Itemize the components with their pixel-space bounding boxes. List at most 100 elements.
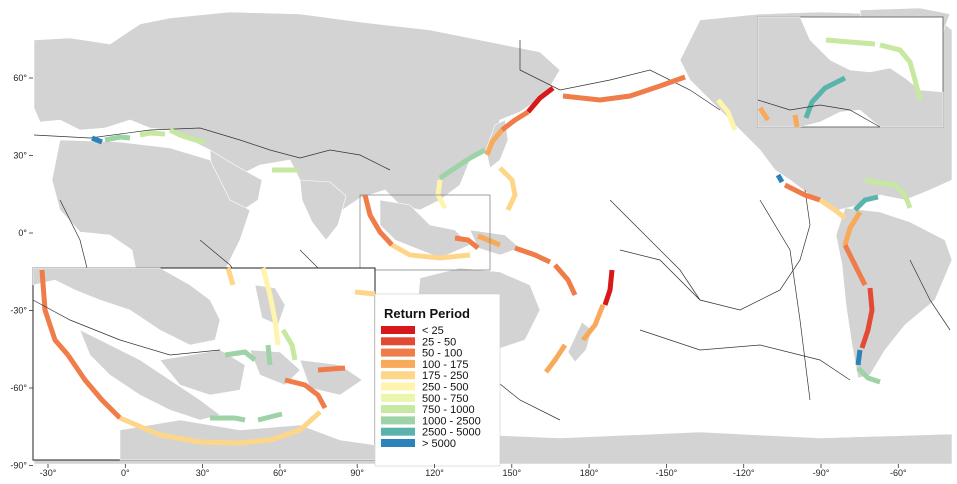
y-tick-label: -30° [10, 306, 27, 316]
legend-swatch [381, 405, 415, 414]
legend-swatch [381, 337, 415, 346]
segment-cascadia [716, 98, 738, 131]
segment-inset [879, 42, 923, 101]
segment-sumatra [362, 194, 394, 247]
y-tick-label: -90° [10, 461, 27, 471]
x-tick-label: 150° [502, 468, 521, 478]
segment-banda [454, 235, 480, 250]
segment-solomon [514, 245, 552, 265]
segment-colombia [842, 210, 863, 246]
x-tick-label: -90° [813, 468, 830, 478]
legend-swatch [381, 371, 415, 380]
segment-mediterranean [168, 127, 206, 145]
legend-label: 50 - 100 [422, 348, 462, 360]
segment-peru [842, 243, 868, 287]
segment-mediterranean [91, 135, 103, 145]
inset-land [299, 359, 363, 396]
x-tick-label: 90° [350, 468, 364, 478]
legend-label: 2500 - 5000 [422, 427, 481, 439]
legend-label: 750 - 1000 [422, 404, 475, 416]
segment-kamchatka [526, 86, 555, 114]
segment-inset [825, 37, 876, 47]
india-landmass [299, 179, 347, 241]
x-tick-label: -150° [656, 468, 678, 478]
legend-label: 100 - 175 [422, 359, 468, 371]
inset-segments [39, 267, 376, 446]
x-tick-label: 60° [273, 468, 287, 478]
plate-boundary-line [759, 199, 811, 401]
x-tick-label: -120° [733, 468, 755, 478]
segment-inset-banda [210, 415, 246, 423]
legend-swatch [381, 382, 415, 391]
x-tick-label: 120° [425, 468, 444, 478]
segment-caribbean-south [853, 194, 879, 212]
segment-ryukyu [438, 147, 487, 181]
y-tick-label: 0° [18, 228, 27, 238]
segment-japan [484, 128, 504, 156]
segment-chile-south [855, 349, 863, 366]
x-tick-label: 0° [121, 468, 130, 478]
inset-land [757, 16, 944, 128]
legend-swatch [381, 326, 415, 334]
segment-mediterranean [104, 134, 131, 143]
segment-kurils [500, 109, 530, 132]
inset-land [770, 88, 805, 112]
legend-swatch [381, 416, 415, 425]
segment-tonga [602, 269, 615, 306]
segment-inset-sulawesi [224, 349, 257, 362]
southeast-asia-islands [379, 199, 471, 259]
inset-land [32, 267, 221, 346]
x-tick-label: -30° [40, 468, 57, 478]
plate-boundary-line [609, 199, 701, 301]
inset-southeast-asia [32, 267, 376, 461]
legend-box [374, 293, 501, 467]
legend-label: 1000 - 2500 [422, 415, 481, 427]
segment-izu-bonin [498, 166, 518, 212]
x-tick-label: -60° [890, 468, 907, 478]
legend-swatch [381, 439, 415, 447]
segment-central-america [783, 182, 821, 203]
segment-caribbean [893, 183, 913, 209]
segment-inset-banda [257, 411, 283, 423]
segment-central-america [818, 197, 847, 220]
segment-inset-sumatra [39, 269, 70, 357]
y-axis: 60° 30° 0° -30° -60° -90° [10, 73, 33, 471]
plate-boundary-line [33, 127, 391, 171]
x-tick-label: 30° [196, 468, 210, 478]
x-axis: -30° 0° 30° 60° 90° 120° 150° 180° -150° -120° -90… [40, 464, 907, 478]
segment-mexico [775, 173, 785, 184]
plate-boundary-line [519, 40, 721, 111]
legend-label: 500 - 750 [422, 393, 468, 405]
inset-plate-boundary [757, 99, 881, 128]
segment-inset [757, 106, 771, 122]
legend-swatch [381, 359, 415, 368]
plate-boundary-line [909, 259, 951, 331]
segment-inset-new-guinea [284, 377, 328, 410]
segment-inset-philippine [280, 328, 298, 361]
plate-boundary-line [639, 329, 851, 381]
legend-label: > 5000 [422, 438, 456, 450]
segment-new-guinea [477, 233, 501, 248]
inset-plate-boundary [32, 299, 221, 356]
segment-inset-sumatra [65, 353, 122, 420]
segment-inset-manila [225, 267, 236, 286]
segment-inset-java [119, 410, 322, 446]
legend-swatch [381, 348, 415, 357]
inset-land [249, 349, 301, 386]
y-tick-label: 60° [13, 73, 27, 83]
segment-java [390, 242, 471, 261]
segment-inset-philippine [260, 267, 281, 346]
segment-hikurangi [544, 343, 568, 374]
segment-inset-new-guinea [317, 365, 346, 373]
x-tick-label: 180° [580, 468, 599, 478]
inset-locator-box [359, 194, 491, 271]
segment-inset [803, 75, 847, 119]
legend-label: 175 - 250 [422, 370, 468, 382]
y-tick-label: -60° [10, 383, 27, 393]
legend-label: 250 - 500 [422, 382, 468, 394]
inset-caribbean [757, 16, 944, 128]
